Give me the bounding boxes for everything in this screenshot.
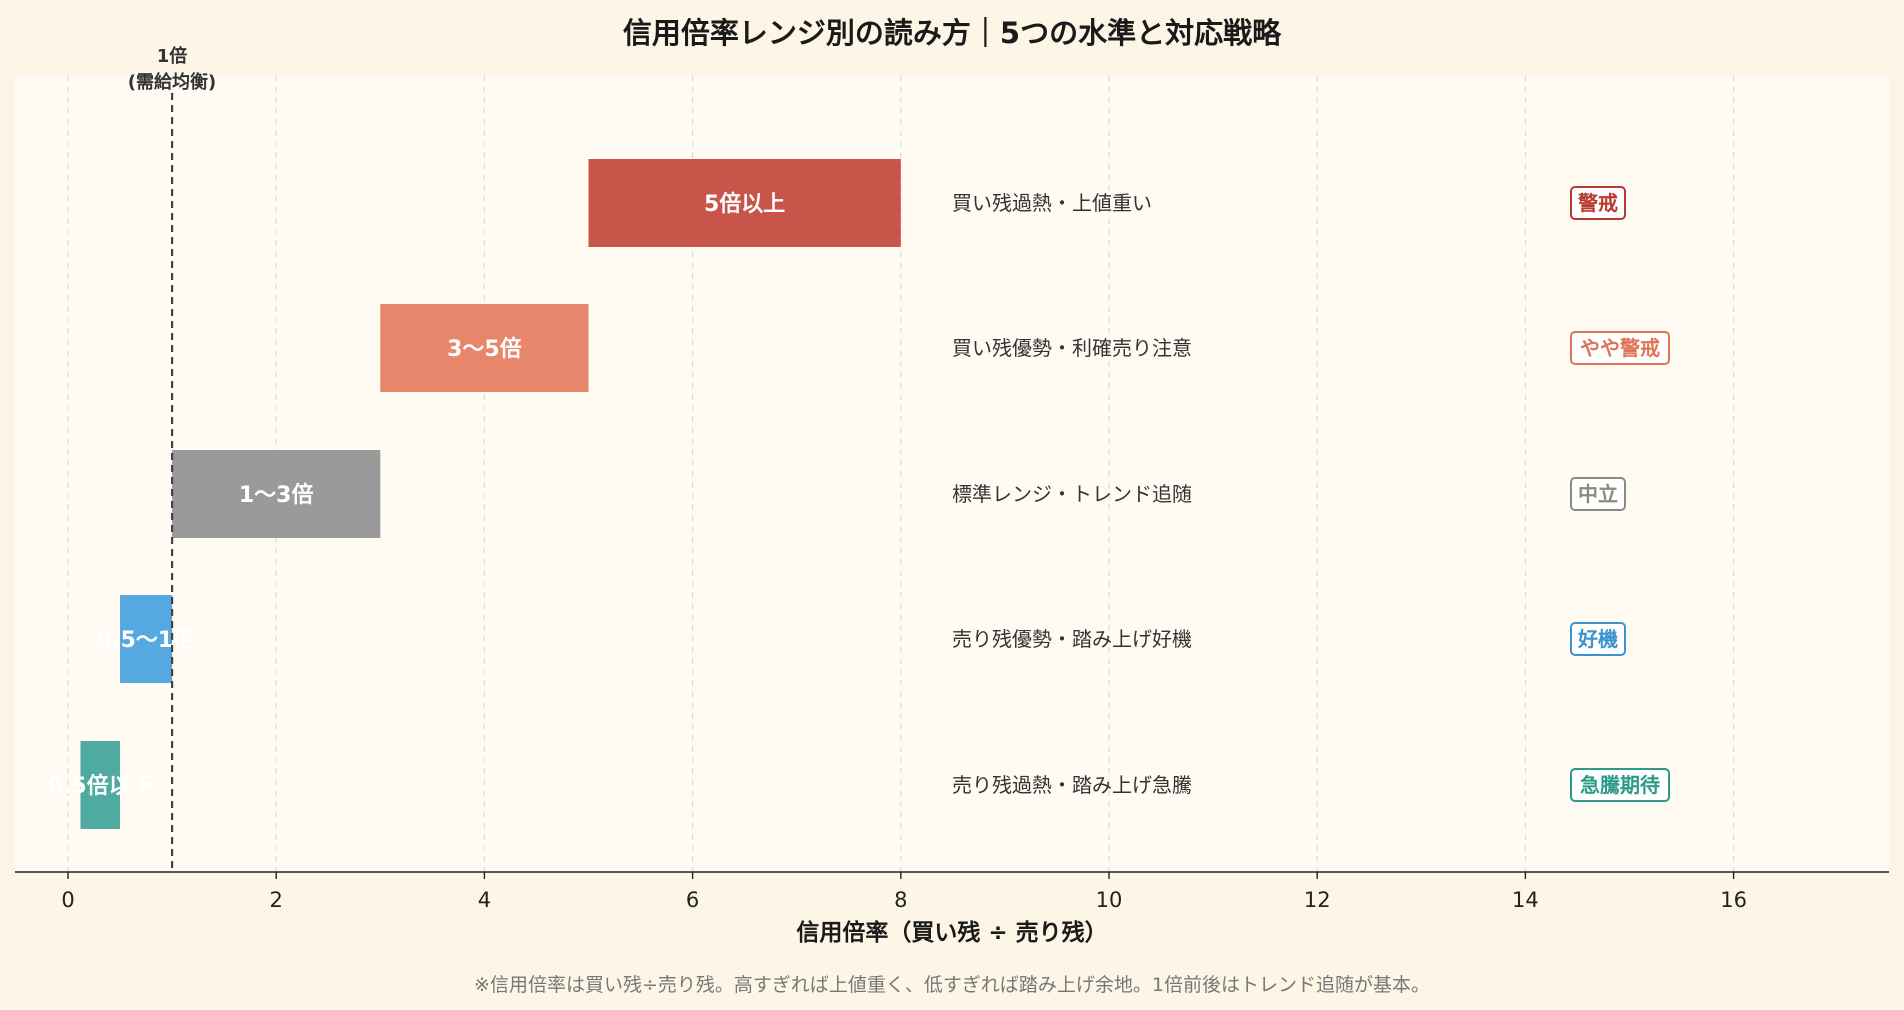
status-badge [1570,768,1670,802]
x-tick-label: 12 [1304,888,1331,912]
range-bar [380,304,589,392]
range-bar-label: 0.5〜1倍 [97,627,195,653]
range-bar [172,450,381,538]
range-description: 買い残優勢・利確売り注意 [952,336,1192,360]
reference-label-line2: (需給均衡) [128,71,216,93]
x-tick-label: 16 [1720,888,1747,912]
status-badge [1570,331,1670,365]
status-badge [1570,477,1626,511]
status-badge-label: 急騰期待 [1580,773,1660,797]
x-tick-label: 6 [686,888,699,912]
range-bars: 5倍以上 買い残過熱・上値重い 警戒 3〜5倍 買い残優勢・利確売り注意 やや警戒 1〜3倍… [48,159,1670,829]
range-bar [588,159,901,247]
status-badge-label: 好機 [1577,627,1618,651]
range-description: 売り残優勢・踏み上げ好機 [952,627,1192,651]
status-badge-label: 警戒 [1578,191,1618,215]
x-tick-label: 14 [1512,888,1539,912]
range-bar-label: 1〜3倍 [239,482,314,508]
status-badge [1570,622,1626,656]
x-tick-label: 2 [270,888,283,912]
reference-line-group: 1倍 (需給均衡) [128,45,216,872]
chart-title: 信用倍率レンジ別の読み方｜5つの水準と対応戦略 [622,16,1282,50]
range-bar [120,595,173,683]
x-tick-label: 0 [61,888,74,912]
reference-label-line1: 1倍 [157,45,188,67]
range-bar-label: 0.5倍以下 [48,773,153,799]
x-axis: 0 2 4 6 8 10 12 14 16 [15,871,1889,912]
range-description: 標準レンジ・トレンド追随 [952,482,1192,506]
range-bar-label: 5倍以上 [704,191,785,217]
x-tick-label: 4 [478,888,491,912]
range-description: 売り残過熱・踏み上げ急騰 [952,773,1192,797]
footnote: ※信用倍率は買い残÷売り残。高すぎれば上値重く、低すぎれば踏み上げ余地。1倍前後… [474,974,1430,996]
range-bar-label: 3〜5倍 [447,336,522,362]
status-badge [1570,186,1626,220]
x-axis-label: 信用倍率（買い残 ÷ 売り残） [796,919,1107,946]
status-badge-label: やや警戒 [1580,336,1660,360]
x-tick-label: 10 [1096,888,1123,912]
x-tick-label: 8 [894,888,907,912]
status-badge-label: 中立 [1578,482,1618,506]
range-description: 買い残過熱・上値重い [952,191,1152,215]
range-bar [80,741,121,829]
